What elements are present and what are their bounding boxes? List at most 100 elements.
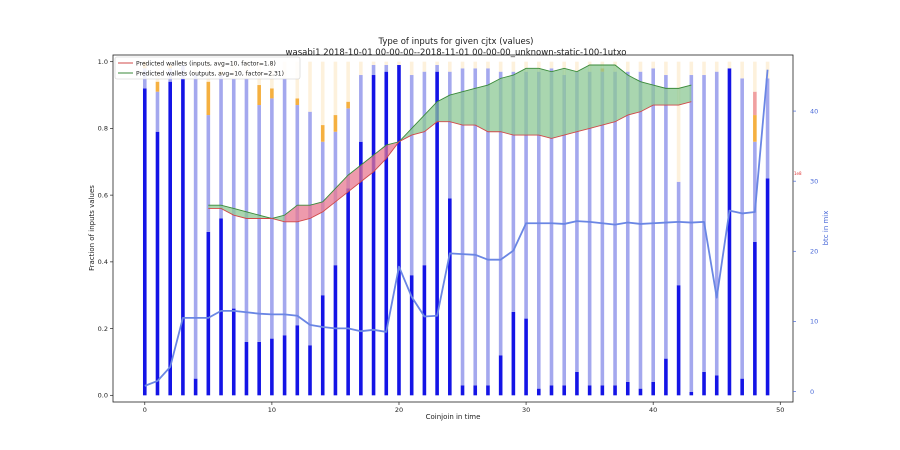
prediction-fill-segment-39 <box>640 81 654 112</box>
y2-tick-label-2: 20 <box>810 248 818 256</box>
x-tick-label-50: 50 <box>776 406 784 414</box>
bar-orange-15 <box>333 115 338 132</box>
bar-dark-4 <box>193 378 198 396</box>
legend-box <box>114 56 301 80</box>
prediction-fill-segment-5 <box>208 205 222 209</box>
bar-pale-21 <box>409 61 414 76</box>
y2-tick-label-1: 10 <box>810 318 818 326</box>
bar-dark-42 <box>676 285 681 396</box>
chart-title: Type of inputs for given cjtx (values) <box>378 37 534 47</box>
bar-dark-22 <box>422 265 427 396</box>
bar-light-25 <box>460 68 465 386</box>
bar-light-35 <box>587 71 592 386</box>
bar-dark-37 <box>613 385 617 396</box>
prediction-fill-segment-41 <box>665 88 679 106</box>
bar-dark-17 <box>359 141 363 396</box>
bar-dark-11 <box>282 335 287 396</box>
bar-pale-15 <box>333 61 338 116</box>
bar-dark-8 <box>244 341 249 396</box>
bar-pale-41 <box>664 61 668 76</box>
bar-pale-34 <box>575 61 579 72</box>
bar-pale-27 <box>486 61 490 69</box>
bar-dark-46 <box>727 68 732 396</box>
bar-pale-30 <box>524 61 528 72</box>
right-y-axis: 0 10 20 30 40 <box>793 107 818 396</box>
bar-light-39 <box>638 71 643 389</box>
bar-dark-41 <box>664 358 668 396</box>
bar-dark-7 <box>231 308 236 396</box>
bar-light-13 <box>308 111 312 346</box>
x-tick-label-30: 30 <box>522 406 530 414</box>
bar-light-28 <box>498 71 503 356</box>
bar-pale-22 <box>422 61 427 72</box>
bar-light-43 <box>689 75 694 392</box>
bar-dark-29 <box>511 311 516 396</box>
bar-pale-18 <box>371 61 376 66</box>
y-axis-label: Fraction of inputs values <box>88 185 96 271</box>
bar-dark-9 <box>257 341 261 396</box>
prediction-fill-segment-24 <box>449 91 463 126</box>
prediction-fill-segment-10 <box>271 215 285 222</box>
bar-light-14 <box>320 141 325 296</box>
bar-orange-48 <box>753 115 757 142</box>
bar-dark-23 <box>435 71 439 396</box>
bar-light-49 <box>765 78 770 179</box>
bar-light-21 <box>409 75 414 276</box>
prediction-fills-layer <box>208 65 692 222</box>
prediction-fill-segment-33 <box>564 68 577 136</box>
bar-pale-26 <box>473 61 478 69</box>
bar-dark-38 <box>625 381 630 396</box>
bar-light-5 <box>206 115 211 232</box>
bar-dark-34 <box>575 371 579 396</box>
bar-light-27 <box>486 68 490 386</box>
bar-light-36 <box>600 71 605 386</box>
bar-pale-29 <box>511 61 516 72</box>
bar-pale-42 <box>676 61 681 182</box>
bar-dark-12 <box>295 325 300 396</box>
bar-light-45 <box>714 71 719 376</box>
bar-light-8 <box>244 78 249 342</box>
bar-light-24 <box>448 71 452 199</box>
bar-pale-47 <box>740 61 744 79</box>
bar-light-16 <box>346 108 350 189</box>
bar-light-11 <box>282 78 287 336</box>
prediction-fill-segment-29 <box>513 68 527 136</box>
prediction-fill-segment-34 <box>576 65 590 132</box>
bar-light-47 <box>740 78 744 379</box>
y2-tick-label-4: 40 <box>810 107 818 115</box>
legend-label-inputs: Predicted wallets (inputs, avg=10, facto… <box>136 61 276 68</box>
right-y-axis-label: btc in mix <box>822 211 830 246</box>
bar-orange-5 <box>206 81 211 116</box>
bar-light-19 <box>384 65 389 72</box>
bar-light-22 <box>422 71 427 266</box>
bar-dark-3 <box>181 78 185 396</box>
bar-dark-24 <box>448 198 452 396</box>
prediction-fill-segment-16 <box>348 165 361 192</box>
bar-light-31 <box>536 71 541 389</box>
prediction-fill-segment-6 <box>221 205 234 216</box>
bar-pale-24 <box>448 61 452 72</box>
bar-light-7 <box>231 78 236 309</box>
prediction-fill-segment-17 <box>360 155 374 182</box>
x-tick-label-20: 20 <box>395 406 403 414</box>
prediction-fill-segment-31 <box>538 68 552 139</box>
bar-dark-36 <box>600 385 605 396</box>
bar-dark-1 <box>155 131 160 396</box>
x-tick-label-40: 40 <box>649 406 657 414</box>
predicted-inputs-line <box>208 101 692 223</box>
bar-light-32 <box>549 68 554 386</box>
bar-dark-25 <box>460 385 465 396</box>
prediction-fill-segment-26 <box>475 85 488 132</box>
prediction-fill-segment-23 <box>437 95 450 122</box>
x-axis-label: Coinjoin in time <box>426 413 481 421</box>
y2-tick-label-0: 0 <box>810 388 814 396</box>
bar-dark-15 <box>333 265 338 396</box>
prediction-fill-segment-32 <box>551 68 565 139</box>
y-tick-label-0: 0.0 <box>98 392 108 400</box>
bar-light-38 <box>625 71 630 382</box>
bar-pale-12 <box>295 61 300 99</box>
bar-light-40 <box>651 68 655 382</box>
bar-dark-2 <box>168 81 172 396</box>
bar-dark-28 <box>498 355 503 396</box>
